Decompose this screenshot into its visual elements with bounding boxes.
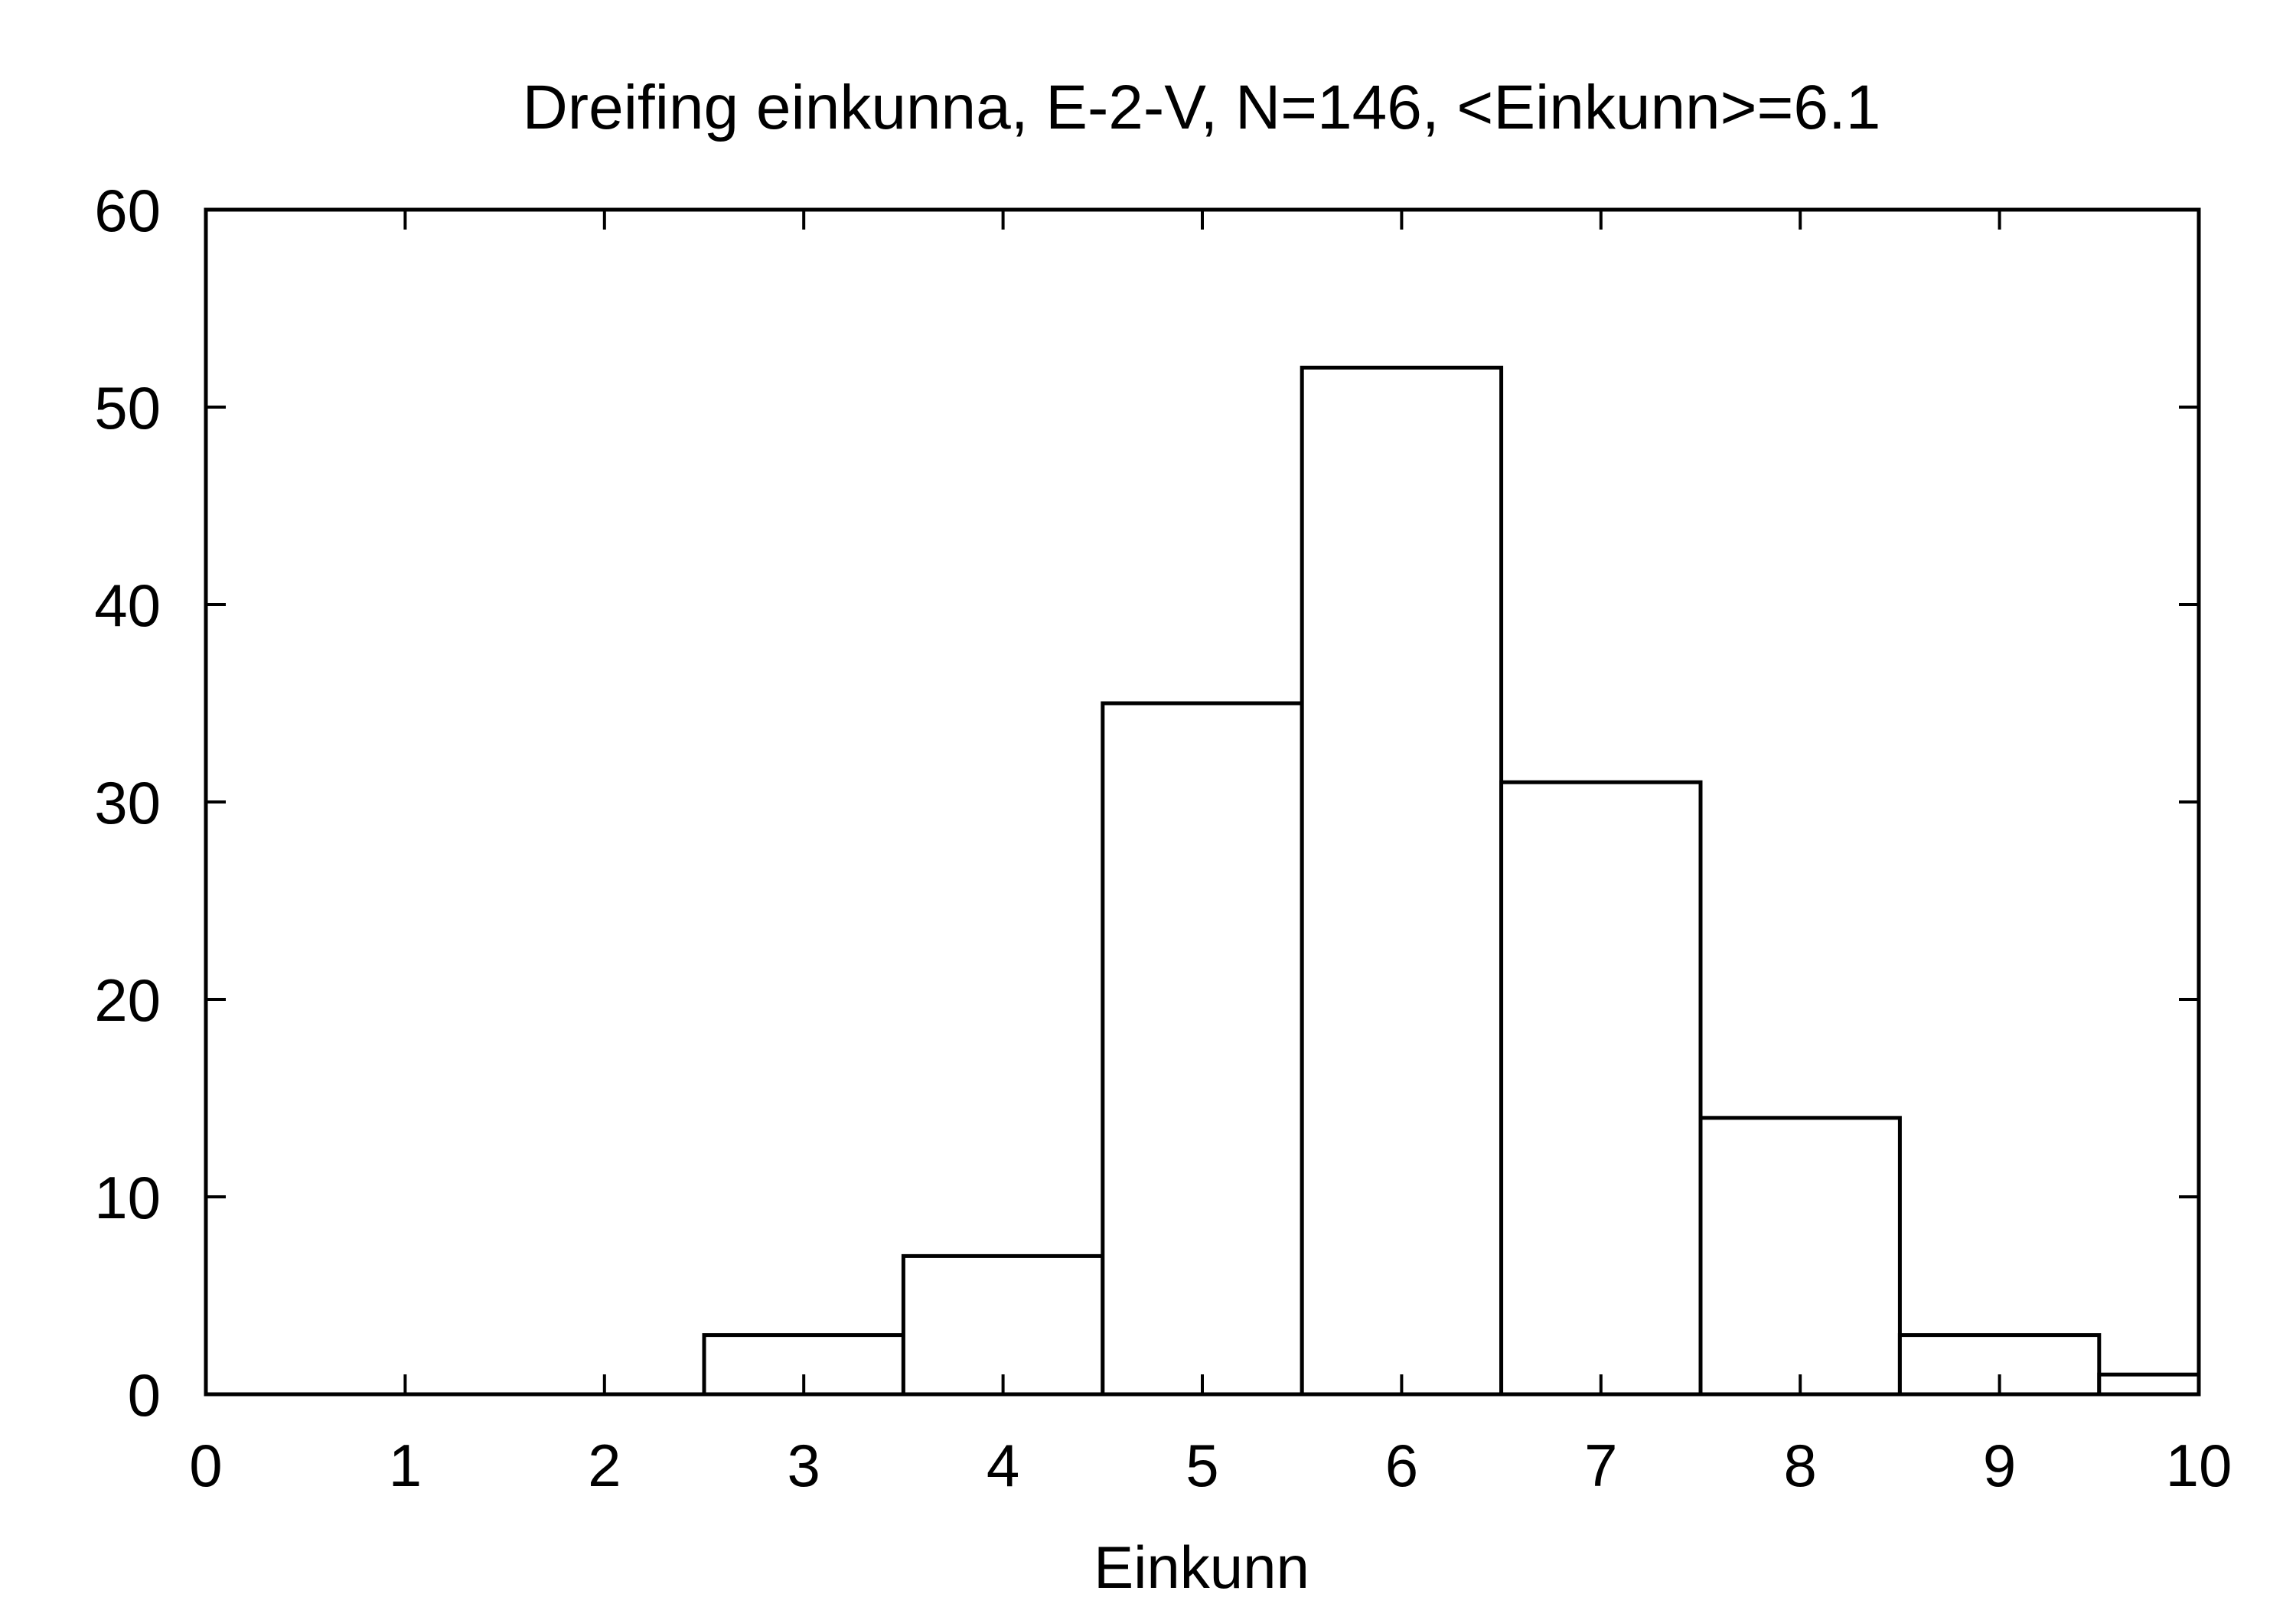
y-tick-label: 40 [94,572,161,639]
histogram-bar-5 [1101,701,1304,1397]
x-tick-label: 4 [987,1432,1019,1499]
x-tick-label: 10 [2166,1432,2232,1499]
x-tick-label: 3 [788,1432,820,1499]
histogram-bar-6 [1300,365,1504,1397]
y-tick-label: 60 [94,177,161,244]
y-tick-label: 50 [94,374,161,442]
y-tick-label: 30 [94,769,161,836]
x-tick-label: 0 [189,1432,222,1499]
chart-title: Dreifing einkunna, E-2-V, N=146, <Einkun… [523,73,1881,142]
x-tick-label: 1 [389,1432,422,1499]
x-tick-label: 5 [1186,1432,1218,1499]
x-tick-label: 2 [588,1432,621,1499]
x-tick-label: 8 [1784,1432,1817,1499]
histogram-bar-10 [2097,1372,2201,1397]
histogram-bar-4 [901,1253,1105,1397]
histogram-bar-8 [1698,1116,1902,1397]
y-tick-label: 0 [128,1361,161,1429]
x-tick-label: 6 [1385,1432,1418,1499]
y-tick-label: 20 [94,966,161,1034]
histogram-bar-7 [1499,780,1703,1397]
y-tick-label: 10 [94,1164,161,1231]
x-axis-label: Einkunn [1094,1534,1309,1601]
x-tick-label: 9 [1983,1432,2016,1499]
x-tick-label: 7 [1584,1432,1617,1499]
